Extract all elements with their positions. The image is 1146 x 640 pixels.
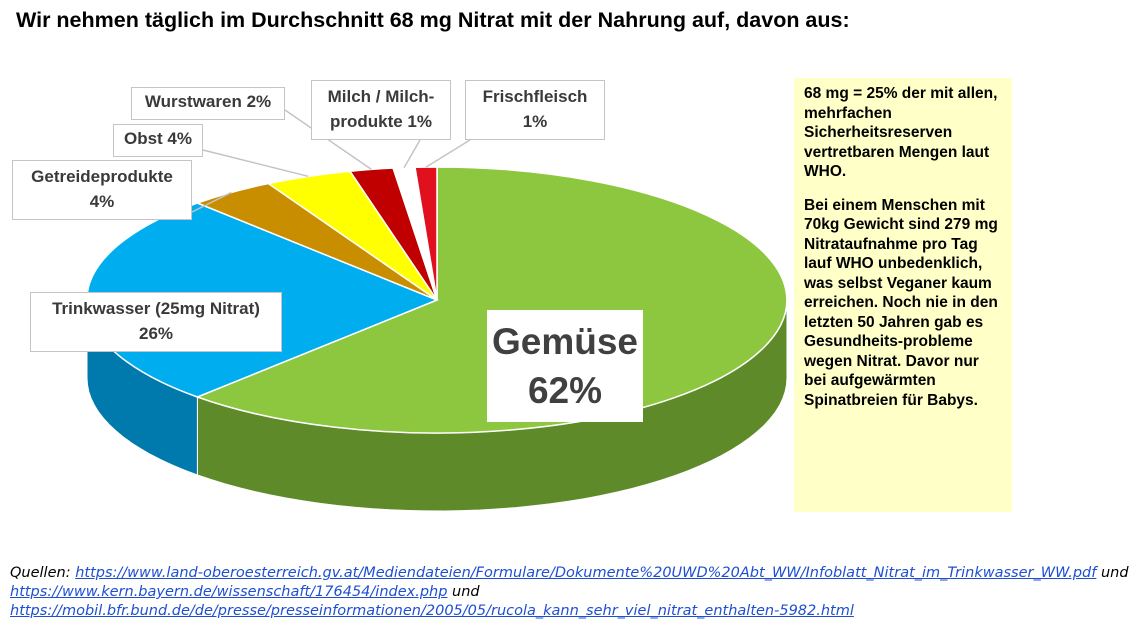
label-trinkwasser: Trinkwasser (25mg Nitrat) 26% [30,292,282,352]
label-gemuese: Gemüse 62% [487,310,643,422]
note-box: 68 mg = 25% der mit allen, mehrfachen Si… [794,78,1012,512]
sources-and-2: und [452,584,480,600]
label-getreideprodukte: Getreideprodukte 4% [12,160,192,220]
source-link-3[interactable]: https://mobil.bfr.bund.de/de/presse/pres… [10,603,854,619]
label-wurstwaren-line1: Wurstwaren 2% [144,92,272,111]
label-obst-line1: Obst 4% [123,129,193,148]
sources-and-1: und [1100,565,1129,581]
source-link-2[interactable]: https://www.kern.bayern.de/wissenschaft/… [10,584,448,600]
leader-line-3 [202,149,309,178]
label-frischfleisch-line2: 1% [522,112,548,131]
label-frischfleisch-line1: Frischfleisch [482,87,588,106]
label-gemuese-line1: Gemüse [491,321,638,362]
label-frischfleisch: Frischfleisch 1% [465,80,605,140]
label-gemuese-line2: 62% [527,370,603,411]
label-milchprodukte-line1: Milch / Milch- [327,87,435,106]
label-milchprodukte-line2: produkte 1% [329,112,433,131]
label-wurstwaren: Wurstwaren 2% [131,87,285,120]
source-link-1[interactable]: https://www.land-oberoesterreich.gv.at/M… [75,565,1097,581]
sources-row-1: Quellen: https://www.land-oberoesterreic… [10,564,1140,583]
leader-line-2 [191,191,232,213]
label-trinkwasser-line1: Trinkwasser (25mg Nitrat) [52,299,260,318]
leader-line-6 [425,139,471,168]
note-paragraph-2: Bei einem Menschen mit 70kg Gewicht sind… [804,196,998,409]
note-paragraph-1: 68 mg = 25% der mit allen, mehrfachen Si… [804,85,998,180]
label-trinkwasser-line2: 26% [138,324,174,343]
sources-prefix: Quellen: [10,565,71,581]
label-obst: Obst 4% [113,124,203,157]
label-getreideprodukte-line1: Getreideprodukte [31,167,173,186]
page-title: Wir nehmen täglich im Durchschnitt 68 mg… [16,8,850,32]
label-milchprodukte: Milch / Milch- produkte 1% [311,80,451,140]
leader-line-5 [403,139,421,168]
sources-row-2: https://www.kern.bayern.de/wissenschaft/… [10,583,1140,602]
sources-row-3: https://mobil.bfr.bund.de/de/presse/pres… [10,602,1140,621]
sources: Quellen: https://www.land-oberoesterreic… [10,564,1140,621]
label-getreideprodukte-line2: 4% [89,192,115,211]
